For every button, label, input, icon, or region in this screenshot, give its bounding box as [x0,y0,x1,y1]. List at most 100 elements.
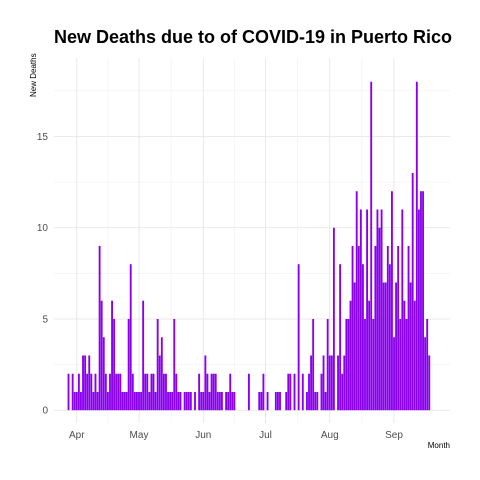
bar [387,246,389,410]
y-tick-labels: 0 5 10 15 [37,132,49,417]
bar [130,264,132,410]
bar [190,392,192,410]
bar [362,264,364,410]
bar [401,209,403,410]
bar [372,319,374,410]
bar [385,282,387,410]
x-tick-label: Apr [69,430,85,441]
bar [277,392,279,410]
bar [231,392,233,410]
bar [227,392,229,410]
bar [229,374,231,411]
bar [186,392,188,410]
bar [393,337,395,410]
bar [327,319,329,410]
bar [209,392,211,410]
bar [144,374,146,411]
bar [105,374,107,411]
bar [377,209,379,410]
bar [136,392,138,410]
bar [82,355,84,410]
bar [148,392,150,410]
bar [225,392,227,410]
bar [213,374,215,411]
bar [111,301,113,411]
x-tick-label: Sep [385,430,403,441]
bar [414,301,416,411]
bar [354,282,356,410]
bar [221,392,223,410]
bar [109,374,111,411]
bar [374,246,376,410]
bar [74,392,76,410]
bar [184,392,186,410]
bar [95,374,97,411]
x-tick-labels: Apr May Jun Jul Aug Sep [69,430,403,441]
bar [92,392,94,410]
bar [364,319,366,410]
bar [356,191,358,410]
bar [84,355,86,410]
bar [165,374,167,411]
bar [202,392,204,410]
bar [260,392,262,410]
bar [343,355,345,410]
bar [211,374,213,411]
bar [397,246,399,410]
bar [341,374,343,411]
bar [406,319,408,410]
bar [169,392,171,410]
bar [412,173,414,410]
bar [323,355,325,410]
bar [113,319,115,410]
bar [389,264,391,410]
bar [146,374,148,411]
bar [159,355,161,410]
bar [200,392,202,410]
bar [215,374,217,411]
bar [289,374,291,411]
bar [258,392,260,410]
bar [391,191,393,410]
bar [314,392,316,410]
bar [173,319,175,410]
bar [275,392,277,410]
x-tick-label: Jul [259,430,272,441]
bar [153,374,155,411]
bar [115,374,117,411]
bar [366,209,368,410]
bar [99,246,101,410]
bar [279,392,281,410]
bar [379,228,381,410]
bar [121,392,123,410]
bar [161,337,163,410]
bar [403,301,405,411]
bar [157,319,159,410]
bar [198,374,200,411]
bar [426,319,428,410]
bar [395,282,397,410]
bar [339,264,341,410]
bar [97,392,99,410]
bar [358,246,360,410]
bar [233,392,235,410]
bar [352,246,354,410]
bar [416,82,418,411]
bar [167,392,169,410]
bar [194,392,196,410]
bar [298,264,300,410]
chart-title: New Deaths due to of COVID-19 in Puerto … [54,27,452,47]
bar [134,392,136,410]
bar [103,337,105,410]
y-tick-label: 15 [37,132,49,143]
bar [422,191,424,410]
bar [128,319,130,410]
bar [418,209,420,410]
bar [117,374,119,411]
bar [383,282,385,410]
bar [329,355,331,410]
bar [262,374,264,411]
bar [331,355,333,410]
bar [310,355,312,410]
